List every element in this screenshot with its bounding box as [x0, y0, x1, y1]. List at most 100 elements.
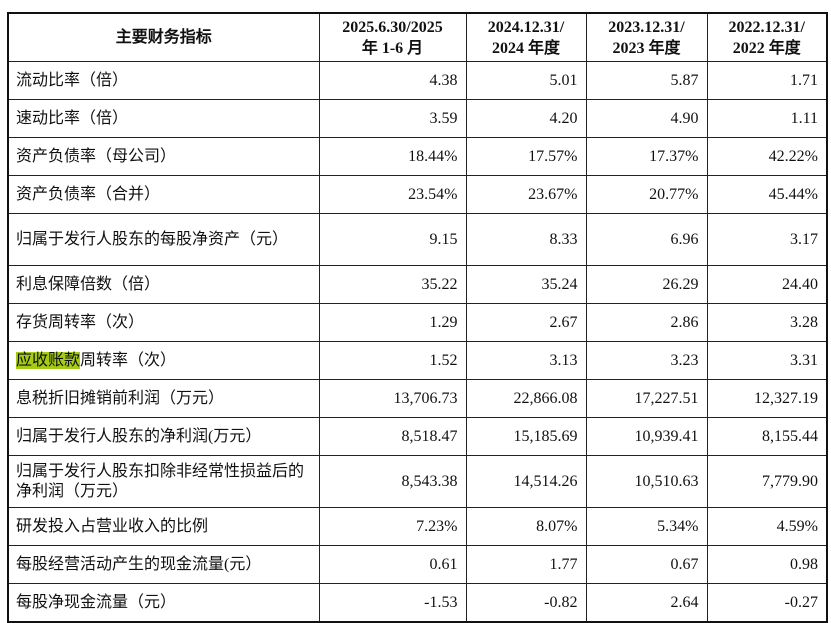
row-label: 利息保障倍数（倍）	[7, 265, 320, 304]
table-cell: 0.67	[585, 545, 708, 584]
row-label-text: 资产负债率（母公司）	[16, 147, 177, 165]
table-cell: 45.44%	[706, 175, 828, 214]
table-cell: 0.98	[706, 545, 828, 584]
table-cell: 23.67%	[465, 175, 587, 214]
table-cell: 23.54%	[318, 175, 467, 214]
row-label: 资产负债率（合并）	[7, 175, 320, 214]
row-label-text: 研发投入占营业收入的比例	[16, 517, 209, 535]
column-header-line: 2025.6.30/2025	[342, 18, 443, 36]
table-cell: 18.44%	[318, 137, 467, 176]
table-cell: 17.57%	[465, 137, 587, 176]
table-row: 资产负债率（母公司） 18.44% 17.57% 17.37% 42.22%	[7, 137, 828, 176]
row-label-text: 归属于发行人股东扣除非经常性损益后的净利润（万元）	[16, 462, 305, 500]
table-cell: 9.15	[318, 213, 467, 266]
table-row: 存货周转率（次） 1.29 2.67 2.86 3.28	[7, 303, 828, 342]
table-cell: 4.20	[465, 99, 587, 138]
table-cell: 0.61	[318, 545, 467, 584]
column-header: 主要财务指标	[7, 12, 320, 62]
table-row: 流动比率（倍） 4.38 5.01 5.87 1.71	[7, 61, 828, 100]
column-header: 2023.12.31/2023 年度	[585, 12, 708, 62]
table-row: 归属于发行人股东的净利润(万元） 8,518.47 15,185.69 10,939.…	[7, 417, 828, 456]
table-row: 每股经营活动产生的现金流量(元） 0.61 1.77 0.67 0.98	[7, 545, 828, 584]
table-cell: 3.23	[585, 341, 708, 380]
row-label-text: 归属于发行人股东的每股净资产（元）	[16, 230, 289, 248]
table-header-row: 主要财务指标 2025.6.30/2025 年 1-6 月 2024.12.31/20…	[7, 12, 828, 62]
table-cell: 4.38	[318, 61, 467, 100]
table-cell: 6.96	[585, 213, 708, 266]
table-cell: 35.24	[465, 265, 587, 304]
table-cell: 13,706.73	[318, 379, 467, 418]
table-cell: 3.13	[465, 341, 587, 380]
column-header: 2024.12.31/2024 年度	[465, 12, 587, 62]
table-cell: -1.53	[318, 583, 467, 623]
table-cell: 35.22	[318, 265, 467, 304]
column-header: 2025.6.30/2025 年 1-6 月	[318, 12, 467, 62]
table-row: 研发投入占营业收入的比例 7.23% 8.07% 5.34% 4.59%	[7, 507, 828, 546]
column-header-line: 2024 年度	[491, 39, 560, 57]
table-cell: 22,866.08	[465, 379, 587, 418]
table-cell: 8.33	[465, 213, 587, 266]
table-row: 归属于发行人股东的每股净资产（元） 9.15 8.33 6.96 3.17	[7, 213, 828, 266]
row-label-text: 存货周转率（次）	[16, 313, 145, 331]
table-row: 归属于发行人股东扣除非经常性损益后的净利润（万元） 8,543.38 14,514.…	[7, 455, 828, 508]
table-cell: 2.86	[585, 303, 708, 342]
table-cell: 24.40	[706, 265, 828, 304]
table-cell: 1.52	[318, 341, 467, 380]
table-cell: 10,939.41	[585, 417, 708, 456]
column-header-line: 主要财务指标	[115, 29, 212, 46]
table-row: 利息保障倍数（倍） 35.22 35.24 26.29 24.40	[7, 265, 828, 304]
row-label-text: 速动比率（倍）	[16, 109, 129, 127]
financial-indicators-table: 主要财务指标 2025.6.30/2025 年 1-6 月 2024.12.31/20…	[7, 12, 828, 623]
table-cell: 7.23%	[318, 507, 467, 546]
row-label: 速动比率（倍）	[7, 99, 320, 138]
column-header-line: 2023 年度	[612, 39, 681, 57]
table-cell: 4.90	[585, 99, 708, 138]
table-cell: 3.31	[706, 341, 828, 380]
table-row: 应收账款周转率（次） 1.52 3.13 3.23 3.31	[7, 341, 828, 380]
table-cell: 3.28	[706, 303, 828, 342]
row-label-text: 利息保障倍数（倍）	[16, 275, 161, 293]
row-label: 研发投入占营业收入的比例	[7, 507, 320, 546]
table-cell: 1.29	[318, 303, 467, 342]
row-label: 归属于发行人股东扣除非经常性损益后的净利润（万元）	[7, 455, 320, 508]
table-cell: 12,327.19	[706, 379, 828, 418]
table-cell: 10,510.63	[585, 455, 708, 508]
table-cell: 42.22%	[706, 137, 828, 176]
row-label: 归属于发行人股东的净利润(万元）	[7, 417, 320, 456]
table-cell: 1.71	[706, 61, 828, 100]
column-header-line: 2023.12.31/	[608, 18, 685, 36]
table-cell: 8,518.47	[318, 417, 467, 456]
table-cell: 1.77	[465, 545, 587, 584]
column-header-line: 2022 年度	[732, 39, 801, 57]
table-cell: -0.82	[465, 583, 587, 623]
table-cell: 5.87	[585, 61, 708, 100]
table-cell: 8.07%	[465, 507, 587, 546]
column-header-line: 2022.12.31/	[728, 18, 805, 36]
row-label: 存货周转率（次）	[7, 303, 320, 342]
table-cell: 1.11	[706, 99, 828, 138]
table-row: 资产负债率（合并） 23.54% 23.67% 20.77% 45.44%	[7, 175, 828, 214]
table-cell: 3.59	[318, 99, 467, 138]
table-cell: 5.34%	[585, 507, 708, 546]
table-cell: 20.77%	[585, 175, 708, 214]
row-label-text: 周转率（次）	[80, 351, 177, 369]
row-label-text: 归属于发行人股东的净利润(万元）	[16, 427, 262, 445]
row-label: 资产负债率（母公司）	[7, 137, 320, 176]
row-label: 息税折旧摊销前利润（万元）	[7, 379, 320, 418]
row-label: 归属于发行人股东的每股净资产（元）	[7, 213, 320, 266]
table-cell: 7,779.90	[706, 455, 828, 508]
row-label-text: 资产负债率（合并）	[16, 185, 161, 203]
table-cell: 2.67	[465, 303, 587, 342]
table-cell: 4.59%	[706, 507, 828, 546]
table-cell: 14,514.26	[465, 455, 587, 508]
column-header: 2022.12.31/2022 年度	[706, 12, 828, 62]
highlighted-text: 应收账款	[16, 351, 81, 369]
table-cell: 2.64	[585, 583, 708, 623]
table-cell: 8,155.44	[706, 417, 828, 456]
table-cell: 17.37%	[585, 137, 708, 176]
table-cell: 15,185.69	[465, 417, 587, 456]
row-label: 应收账款周转率（次）	[7, 341, 320, 380]
table-row: 每股净现金流量（元） -1.53 -0.82 2.64 -0.27	[7, 583, 828, 623]
table-cell: 8,543.38	[318, 455, 467, 508]
table-row: 速动比率（倍） 3.59 4.20 4.90 1.11	[7, 99, 828, 138]
